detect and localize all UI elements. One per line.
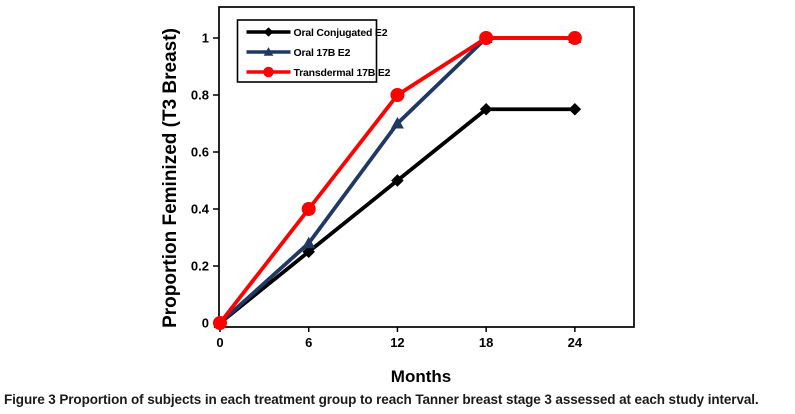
- x-tick-label: 12: [390, 335, 404, 350]
- x-axis-title: Months: [390, 367, 452, 386]
- data-point-circle: [213, 316, 227, 330]
- figure-caption: Figure 3 Proportion of subjects in each …: [4, 392, 792, 407]
- data-point-diamond: [302, 245, 316, 259]
- x-tick-label: 24: [568, 335, 583, 350]
- legend-marker-diamond: [263, 27, 274, 37]
- y-tick-label: 0.8: [191, 88, 209, 103]
- x-tick-label: 0: [216, 335, 223, 350]
- y-tick-label: 0.4: [191, 202, 210, 217]
- data-point-diamond: [479, 102, 493, 116]
- data-point-triangle: [302, 236, 316, 249]
- x-tick-label: 18: [479, 335, 493, 350]
- legend-item-label: Oral 17B E2: [294, 47, 351, 59]
- data-point-triangle: [390, 117, 404, 129]
- data-point-circle: [390, 88, 405, 102]
- y-tick-label: 1: [202, 31, 209, 46]
- legend-marker-triangle: [263, 47, 274, 56]
- plot-frame: [218, 6, 635, 328]
- y-tick-label: 0.6: [191, 145, 209, 160]
- data-point-circle: [301, 202, 316, 216]
- data-point-diamond: [568, 102, 582, 116]
- series-line-diamond: [218, 107, 577, 325]
- figure-caption-text: Proportion of subjects in each treatment…: [59, 392, 759, 407]
- y-axis-title: Proportion Feminized (T3 Breast): [160, 28, 181, 328]
- data-point-circle: [479, 31, 494, 45]
- y-tick-label: 0: [202, 316, 209, 331]
- legend-item-label: Transdermal 17B E2: [294, 67, 391, 79]
- figure-caption-label: Figure 3: [4, 392, 56, 407]
- data-point-diamond: [391, 174, 404, 187]
- legend-item-label: Oral Conjugated E2: [294, 27, 388, 39]
- x-tick-label: 6: [305, 335, 312, 350]
- y-tick-label: 0.2: [191, 259, 209, 274]
- legend-marker-circle: [263, 66, 274, 78]
- data-point-circle: [567, 31, 582, 45]
